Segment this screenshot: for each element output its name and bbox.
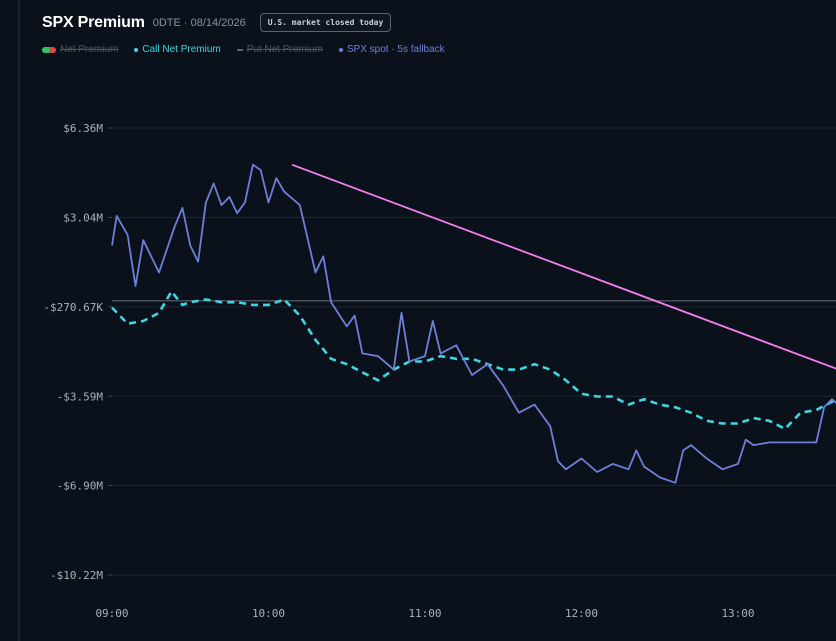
spx-spot-line	[111, 163, 836, 484]
y-tick-label: -$270.67K	[43, 301, 103, 314]
dash-swatch-icon	[236, 48, 243, 51]
legend-item-call-net-premium[interactable]: Call Net Premium	[134, 44, 221, 55]
market-status-badge: U.S. market closed today	[259, 13, 392, 32]
y-tick-label: -$3.59M	[57, 390, 104, 403]
chart-header: SPX Premium 0DTE · 08/14/2026 U.S. marke…	[42, 13, 392, 32]
dot-swatch-icon	[134, 47, 139, 52]
left-divider	[18, 0, 20, 641]
y-tick-label: -$10.22M	[50, 569, 103, 582]
y-tick-label: $3.04M	[63, 212, 103, 225]
x-tick-label: 13:00	[721, 607, 754, 620]
legend-item-net-premium[interactable]: Net Premium	[42, 44, 118, 55]
y-tick-label: $6.36M	[63, 122, 103, 135]
net-swatch-icon	[42, 46, 56, 53]
legend-label: Call Net Premium	[142, 44, 221, 55]
x-tick-label: 12:00	[565, 607, 598, 620]
y-tick-label: -$6.90M	[57, 479, 104, 492]
x-tick-label: 11:00	[408, 607, 441, 620]
x-tick-label: 10:00	[252, 607, 285, 620]
trend-line	[291, 163, 836, 370]
x-tick-label: 09:00	[95, 607, 128, 620]
call-net-premium-line	[111, 290, 836, 431]
legend-label: Put Net Premium	[246, 44, 323, 55]
legend-label: Net Premium	[60, 44, 119, 55]
chart-legend: Net Premium Call Net Premium Put Net Premi…	[42, 44, 445, 55]
legend-label: SPX spot · 5s fallback	[346, 44, 445, 55]
legend-item-spx-spot-5s-fallback[interactable]: SPX spot · 5s fallback	[338, 44, 445, 55]
chart-subtitle: 0DTE · 08/14/2026	[152, 16, 246, 29]
legend-item-put-net-premium[interactable]: Put Net Premium	[236, 44, 323, 55]
chart-title: SPX Premium	[42, 13, 145, 31]
dot-swatch-icon	[338, 47, 343, 52]
